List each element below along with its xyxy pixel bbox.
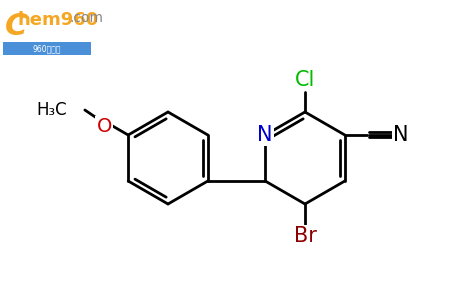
Text: N: N bbox=[257, 125, 273, 145]
Text: Br: Br bbox=[293, 226, 317, 246]
Bar bbox=[3, 42, 91, 55]
Text: N: N bbox=[393, 125, 409, 145]
Text: H₃C: H₃C bbox=[36, 101, 67, 119]
Text: hem960: hem960 bbox=[18, 11, 99, 29]
Text: C: C bbox=[5, 12, 27, 41]
Text: 960化工网: 960化工网 bbox=[33, 45, 61, 54]
Text: .com: .com bbox=[70, 11, 104, 25]
Text: Cl: Cl bbox=[295, 70, 315, 90]
Text: O: O bbox=[96, 117, 112, 135]
